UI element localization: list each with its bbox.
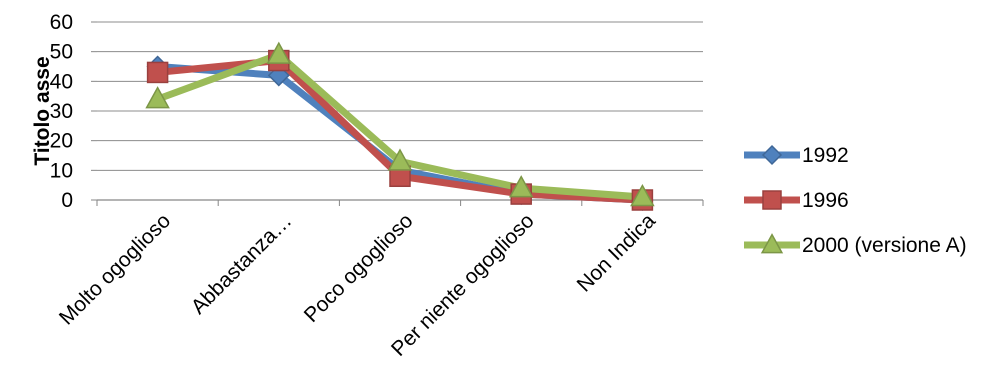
x-axis-ticks: Molto ogoglioso Abbastanza… Poco ogoglioso… xyxy=(55,209,660,361)
y-axis-ticks: 0 10 20 30 40 50 60 xyxy=(50,11,73,212)
y-tick-label: 20 xyxy=(50,130,73,153)
y-tick-label: 0 xyxy=(61,189,73,212)
legend-item: 1992 xyxy=(744,144,849,167)
legend-label: 1992 xyxy=(802,144,849,167)
data-point xyxy=(146,61,169,84)
x-tick-label: Abbastanza… xyxy=(187,209,297,319)
legend-label: 2000 (versione A) xyxy=(802,234,967,257)
data-point xyxy=(145,86,170,109)
data-point xyxy=(508,175,534,198)
y-tick-label: 30 xyxy=(50,100,73,123)
data-point xyxy=(266,41,292,64)
y-tick-label: 40 xyxy=(50,70,73,93)
legend-swatch-marker xyxy=(760,233,784,254)
legend-label: 1996 xyxy=(802,189,849,212)
series-points xyxy=(145,41,655,212)
y-tick-label: 60 xyxy=(50,11,73,34)
legend-item: 1996 xyxy=(744,189,849,212)
legend-swatch-marker xyxy=(762,190,782,210)
data-point xyxy=(630,183,655,207)
legend-swatch-marker xyxy=(761,144,783,166)
x-tick-label: Molto ogoglioso xyxy=(55,209,175,329)
y-tick-label: 10 xyxy=(50,159,73,182)
y-axis-title: Titolo asse xyxy=(31,56,54,165)
legend-item: 2000 (versione A) xyxy=(744,233,967,257)
data-point xyxy=(387,148,413,171)
legend: 1992 1996 2000 (versione A) xyxy=(744,144,967,257)
x-tick-label: Poco ogoglioso xyxy=(300,209,418,327)
x-tick-label: Non Indica xyxy=(573,209,660,296)
y-tick-label: 50 xyxy=(50,41,73,64)
